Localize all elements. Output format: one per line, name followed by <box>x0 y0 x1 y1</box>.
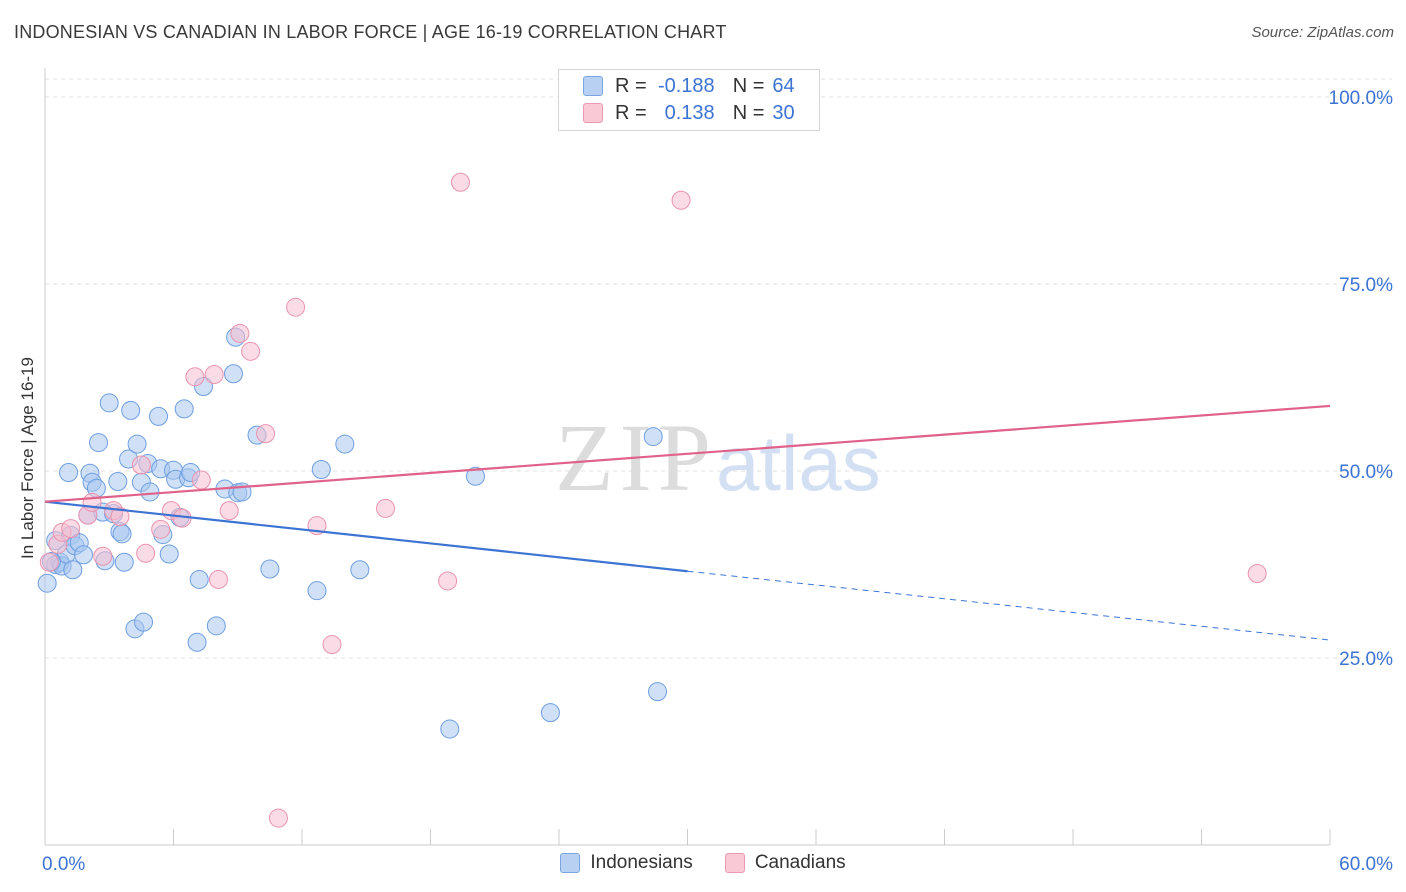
data-point <box>643 427 663 447</box>
data-point <box>159 544 179 564</box>
data-point <box>93 546 113 566</box>
data-point <box>151 519 171 539</box>
data-point <box>219 501 239 521</box>
data-point <box>127 434 147 454</box>
legend-label-canadians: Canadians <box>754 852 846 873</box>
data-point <box>89 433 109 453</box>
data-point <box>112 524 132 544</box>
series-indonesians <box>37 327 668 739</box>
legend-swatch-pink <box>583 103 603 123</box>
data-point <box>307 581 327 601</box>
r-value: -0.188 <box>657 74 715 97</box>
data-point <box>335 434 355 454</box>
data-point <box>37 573 57 593</box>
y-tick-label: 50.0% <box>1339 462 1393 483</box>
watermark-atlas: atlas <box>716 419 881 507</box>
data-point <box>260 559 280 579</box>
data-point <box>74 545 94 565</box>
data-point <box>131 455 151 475</box>
legend-label-indonesians: Indonesians <box>590 852 693 873</box>
data-point <box>189 569 209 589</box>
axes <box>44 68 1331 846</box>
data-point <box>187 632 207 652</box>
data-point <box>241 341 261 361</box>
r-value: 0.138 <box>664 101 715 124</box>
y-tick-label: 75.0% <box>1339 275 1393 296</box>
data-point <box>121 400 141 420</box>
r-label: R = <box>615 74 647 97</box>
data-point <box>114 552 134 572</box>
data-point <box>174 399 194 419</box>
trend-lines <box>44 404 1331 641</box>
trend-line-canadians <box>44 404 1331 503</box>
data-point <box>134 612 154 632</box>
data-point <box>450 172 470 192</box>
data-point <box>140 482 160 502</box>
n-label: N = <box>732 74 765 97</box>
n-value: 30 <box>772 101 795 124</box>
data-point <box>61 519 81 539</box>
data-point <box>110 507 130 527</box>
data-point <box>63 560 83 580</box>
data-point <box>208 569 228 589</box>
series-legend: Indonesians Canadians <box>0 852 1406 874</box>
data-point <box>648 682 668 702</box>
data-point <box>204 365 224 385</box>
data-point <box>59 462 79 482</box>
source-label: Source: ZipAtlas.com <box>1251 24 1394 41</box>
data-point <box>350 560 370 580</box>
data-point <box>108 471 128 491</box>
stats-legend: R = -0.188 N = 64 R = 0.138 N = 30 <box>558 69 820 131</box>
data-point <box>185 367 205 387</box>
data-point <box>149 406 169 426</box>
data-point <box>230 323 250 343</box>
data-point <box>82 492 102 512</box>
data-point <box>286 297 306 317</box>
data-point <box>206 616 226 636</box>
data-point <box>256 424 276 444</box>
data-point <box>223 364 243 384</box>
grid <box>45 78 1392 659</box>
y-axis-title: In Labor Force | Age 16-19 <box>18 357 37 559</box>
data-point <box>1247 563 1267 583</box>
n-value: 64 <box>772 74 795 97</box>
data-point <box>540 703 560 723</box>
legend-row-canadians: R = 0.138 N = 30 <box>583 101 795 125</box>
data-point <box>136 543 156 563</box>
x-tick-label: 60.0% <box>1339 854 1393 875</box>
data-point <box>322 635 342 655</box>
data-point <box>671 190 691 210</box>
x-tick-label: 0.0% <box>42 854 85 875</box>
y-tick-label: 100.0% <box>1329 88 1394 109</box>
y-tick-label: 25.0% <box>1339 649 1393 670</box>
legend-row-indonesians: R = -0.188 N = 64 <box>583 74 795 98</box>
chart-title: INDONESIAN VS CANADIAN IN LABOR FORCE | … <box>14 22 727 42</box>
tick-labels: 25.0% 50.0% 75.0% 100.0% 0.0% 60.0% <box>42 88 1393 875</box>
data-point <box>99 393 119 413</box>
data-point <box>438 571 458 591</box>
r-label: R = <box>615 101 647 124</box>
legend-item-canadians: Canadians <box>724 852 846 874</box>
data-point <box>191 470 211 490</box>
trend-line-indonesians-extension <box>687 570 1331 641</box>
n-label: N = <box>732 101 765 124</box>
data-point <box>268 808 288 828</box>
legend-swatch-pink <box>724 853 745 873</box>
data-point <box>440 719 460 739</box>
data-point <box>39 552 59 572</box>
trend-line-indonesians <box>44 500 688 573</box>
data-point <box>465 466 485 486</box>
legend-swatch-blue <box>583 76 603 96</box>
watermark: ZIP atlas <box>555 404 881 511</box>
data-point <box>311 460 331 480</box>
legend-swatch-blue <box>560 853 581 873</box>
legend-item-indonesians: Indonesians <box>560 852 693 874</box>
data-point <box>376 498 396 518</box>
